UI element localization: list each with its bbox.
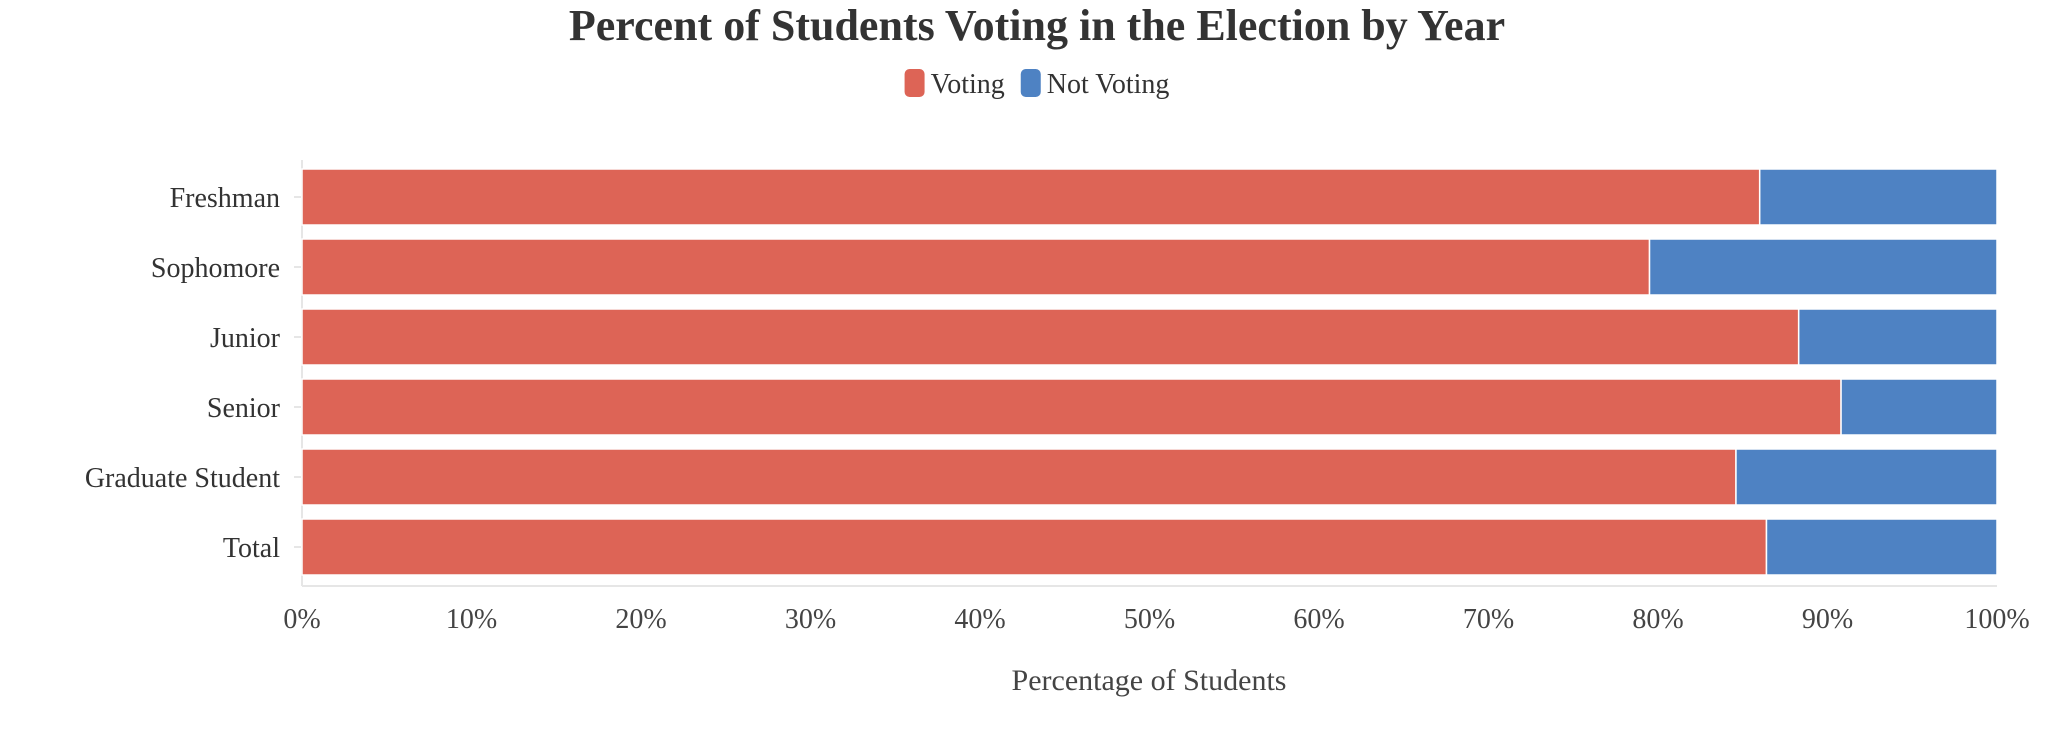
x-axis: 0% 10% 20% 30% 40% 50% 60% 70% 80% 90% 100% [283,604,2029,635]
category-label: Graduate Student [85,463,280,494]
bar-not-voting-graduate-student[interactable] [1735,448,1998,506]
legend-item-voting[interactable]: Voting [904,69,1005,100]
bar-voting-senior[interactable] [301,378,1842,436]
x-tick-label: 90% [1802,604,1853,635]
bar-row-freshman: Freshman [170,168,1998,226]
chart-title: Percent of Students Voting in the Electi… [569,1,1505,50]
bar-voting-graduate-student[interactable] [301,448,1737,506]
bar-not-voting-senior[interactable] [1840,378,1998,436]
x-tick-label: 60% [1293,604,1344,635]
bar-row-graduate-student: Graduate Student [85,448,1998,506]
bar-voting-freshman[interactable] [301,168,1761,226]
plot-area: Freshman Sophomore Junior Senior Graduate St… [85,160,1998,587]
legend-swatch-not-voting [1020,69,1041,97]
bar-not-voting-junior[interactable] [1797,308,1998,366]
x-tick-label: 30% [785,604,836,635]
x-tick-label: 70% [1463,604,1514,635]
x-tick-label: 100% [1964,604,2029,635]
bar-not-voting-freshman[interactable] [1758,168,1998,226]
legend-swatch-voting [904,69,925,97]
category-label: Junior [210,323,281,354]
x-tick-label: 40% [954,604,1005,635]
legend: Voting Not Voting [904,69,1170,100]
bar-row-senior: Senior [207,378,1998,436]
bar-voting-sophomore[interactable] [301,238,1651,296]
x-axis-title: Percentage of Students [1012,664,1287,697]
category-label: Senior [207,393,281,424]
x-tick-label: 80% [1632,604,1683,635]
legend-label-voting: Voting [931,69,1005,100]
bar-row-total: Total [223,518,1998,576]
x-tick-label: 50% [1124,604,1175,635]
bar-voting-total[interactable] [301,518,1768,576]
bar-not-voting-sophomore[interactable] [1648,238,1998,296]
category-label: Sophomore [151,253,280,284]
x-tick-label: 20% [615,604,666,635]
bar-not-voting-total[interactable] [1765,518,1998,576]
category-label: Total [223,533,280,564]
bar-voting-junior[interactable] [301,308,1800,366]
legend-label-not-voting: Not Voting [1047,69,1170,100]
x-tick-label: 0% [283,604,320,635]
x-tick-label: 10% [446,604,497,635]
bar-row-sophomore: Sophomore [151,238,1998,296]
category-label: Freshman [170,183,280,214]
legend-item-not-voting[interactable]: Not Voting [1020,69,1170,100]
bar-row-junior: Junior [210,308,1998,366]
